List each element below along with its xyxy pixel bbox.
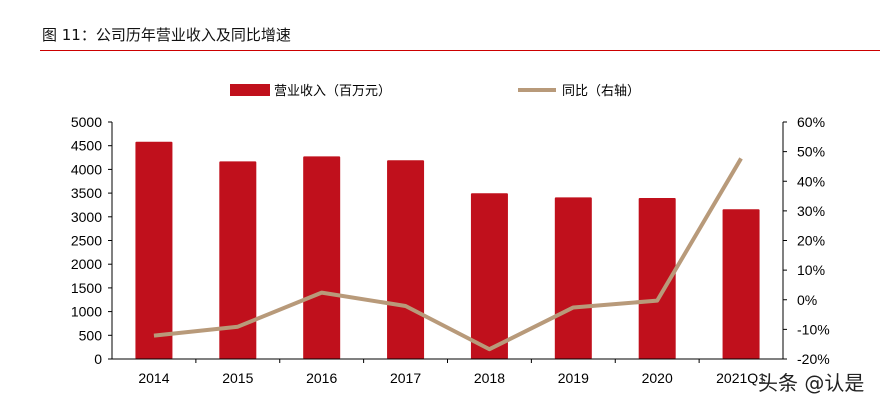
left-tick-label: 2000 — [71, 256, 102, 272]
x-tick-label: 2014 — [138, 370, 169, 386]
left-tick-label: 1500 — [71, 280, 102, 296]
left-tick-label: 0 — [94, 351, 102, 367]
figure-title: 图 11：公司历年营业收入及同比增速 — [42, 26, 291, 44]
left-tick-label: 2500 — [71, 233, 102, 249]
x-tick-label: 2017 — [390, 370, 421, 386]
bar — [554, 197, 592, 359]
x-tick-label: 2021Q1 — [716, 370, 766, 386]
left-tick-label: 500 — [79, 327, 103, 343]
bar — [303, 156, 341, 359]
left-tick-label: 4500 — [71, 138, 102, 154]
bar — [219, 161, 257, 359]
watermark: 头条 @认是 — [758, 371, 865, 395]
bar — [638, 197, 676, 359]
right-tick-label: 30% — [797, 203, 825, 219]
legend-line-label: 同比（右轴） — [562, 84, 640, 99]
right-tick-label: 60% — [797, 114, 825, 130]
right-tick-label: 50% — [797, 144, 825, 160]
bar — [722, 209, 760, 359]
left-tick-label: 5000 — [71, 114, 102, 130]
right-tick-label: 0% — [797, 292, 817, 308]
right-tick-label: 20% — [797, 233, 825, 249]
x-tick-label: 2020 — [642, 370, 673, 386]
right-tick-label: 10% — [797, 262, 825, 278]
bar — [135, 141, 173, 359]
x-tick-label: 2015 — [222, 370, 253, 386]
legend-bar-label: 营业收入（百万元） — [274, 84, 391, 99]
x-tick-label: 2019 — [558, 370, 589, 386]
bar — [387, 160, 425, 359]
title-divider — [40, 50, 880, 51]
left-tick-label: 3500 — [71, 185, 102, 201]
left-tick-label: 4000 — [71, 161, 102, 177]
x-tick-label: 2018 — [474, 370, 505, 386]
left-tick-label: 1000 — [71, 304, 102, 320]
right-tick-label: -10% — [797, 321, 830, 337]
yoy-line — [153, 157, 743, 352]
legend-bar-swatch — [230, 84, 270, 96]
left-tick-label: 3000 — [71, 209, 102, 225]
right-tick-label: 40% — [797, 173, 825, 189]
right-tick-label: -20% — [797, 351, 830, 367]
x-tick-label: 2016 — [306, 370, 337, 386]
bar — [470, 193, 508, 359]
